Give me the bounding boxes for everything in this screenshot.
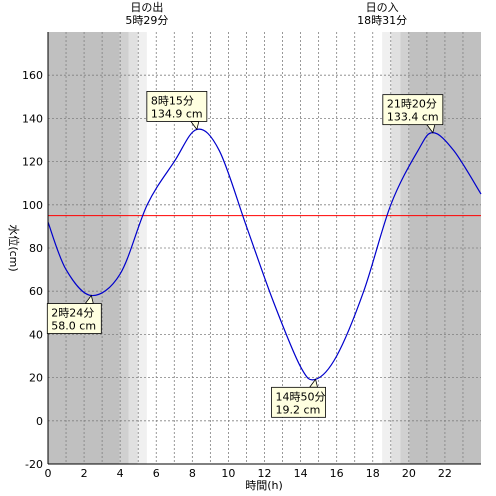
callout-box <box>46 303 102 334</box>
x-tick-labels: 0 2 4 6 8 10 12 14 16 18 20 22 <box>45 467 452 480</box>
twilight-band-evening <box>391 32 401 464</box>
callout-box <box>271 386 326 418</box>
x-tick-label: 14 <box>294 467 308 480</box>
x-tick-label: 22 <box>438 467 452 480</box>
x-tick-label: 6 <box>153 467 160 480</box>
callout-value: 134.9 cm <box>151 107 203 120</box>
sun-labels: 日の出 5時29分 日の入 18時31分 <box>125 0 407 27</box>
callout-time: 8時15分 <box>151 94 194 107</box>
axes <box>47 32 481 465</box>
callout-value: 19.2 cm <box>276 403 321 416</box>
y-tick-label: -20 <box>25 458 43 471</box>
callout-time: 2時24分 <box>51 307 94 320</box>
x-tick-label: 0 <box>45 467 52 480</box>
x-tick-label: 8 <box>189 467 196 480</box>
callout-value: 58.0 cm <box>51 320 96 333</box>
y-tick-label: 80 <box>29 242 43 255</box>
y-axis-title: 水位(cm) <box>7 224 21 271</box>
y-tick-label: 40 <box>29 328 43 341</box>
callout-box <box>146 91 208 122</box>
callout-value: 133.4 cm <box>387 111 439 124</box>
x-tick-label: 12 <box>258 467 272 480</box>
y-tick-label: 0 <box>36 415 43 428</box>
callout-time: 21時20分 <box>387 98 437 111</box>
x-tick-label: 4 <box>117 467 124 480</box>
tide-level-line <box>47 128 482 381</box>
x-tick-label: 16 <box>330 467 344 480</box>
x-tick-label: 20 <box>402 467 416 480</box>
x-axis-title: 時間(h) <box>245 479 283 492</box>
y-tick-label: 120 <box>22 156 43 169</box>
y-tick-labels: -20 0 20 40 60 80 100 120 140 160 <box>22 69 43 471</box>
sunset-title: 日の入 <box>366 1 399 14</box>
sunrise-time: 5時29分 <box>125 14 168 27</box>
callout-time: 14時50分 <box>276 390 326 403</box>
callout-box <box>382 94 444 126</box>
twilight-band-evening <box>382 32 392 464</box>
y-tick-label: 100 <box>22 199 43 212</box>
x-tick-label: 10 <box>221 467 235 480</box>
x-tick-label: 2 <box>81 467 88 480</box>
y-tick-label: 160 <box>22 69 43 82</box>
sunset-time: 18時31分 <box>357 14 407 27</box>
x-tick-label: 18 <box>366 467 380 480</box>
twilight-band-morning <box>137 32 147 464</box>
sunrise-title: 日の出 <box>130 0 163 14</box>
grid-lines <box>48 32 481 465</box>
y-tick-label: 20 <box>29 372 43 385</box>
y-tick-label: 60 <box>29 285 43 298</box>
y-tick-label: 140 <box>22 112 43 125</box>
